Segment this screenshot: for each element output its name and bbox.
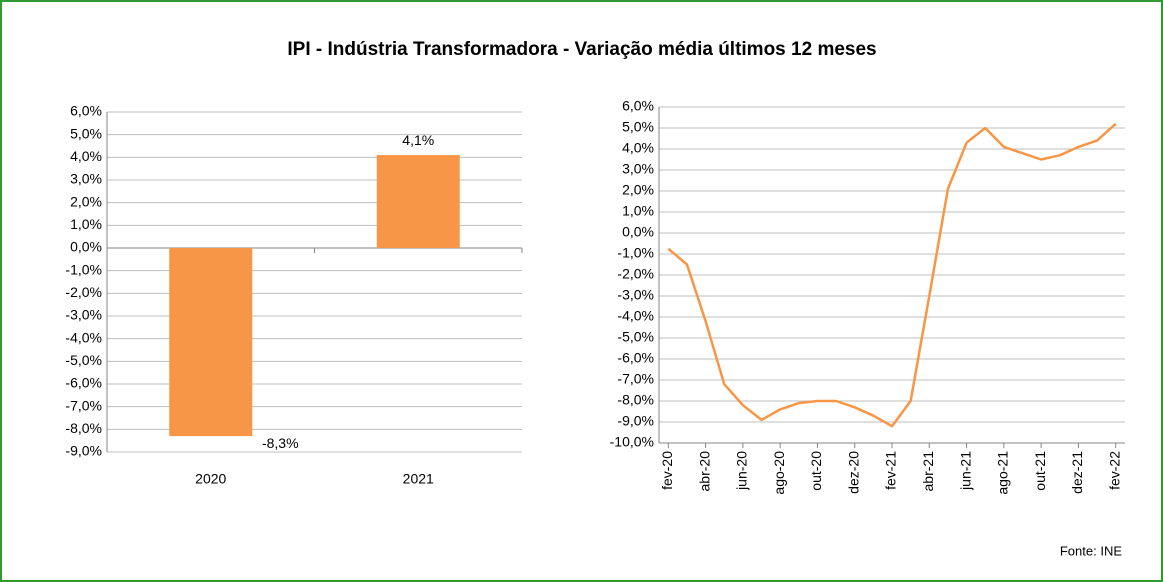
y-tick-label: -1,0%	[617, 245, 654, 261]
y-tick-label: -2,0%	[65, 284, 102, 300]
y-tick-label: -9,0%	[617, 413, 654, 429]
y-tick-label: 5,0%	[622, 119, 654, 135]
y-tick-label: 4,0%	[622, 140, 654, 156]
y-tick-label: -4,0%	[617, 308, 654, 324]
y-tick-label: 0,0%	[622, 224, 654, 240]
y-tick-label: -7,0%	[617, 371, 654, 387]
y-tick-label: 2,0%	[622, 182, 654, 198]
y-tick-label: 4,0%	[70, 148, 102, 164]
y-tick-label: -4,0%	[65, 329, 102, 345]
y-tick-label: -6,0%	[617, 350, 654, 366]
x-tick-label: fev-22	[1106, 451, 1122, 490]
bar	[169, 248, 253, 437]
y-tick-label: -5,0%	[65, 352, 102, 368]
y-tick-label: 3,0%	[622, 161, 654, 177]
x-tick-label: out-20	[808, 451, 824, 491]
y-tick-label: 1,0%	[70, 216, 102, 232]
y-tick-label: -10,0%	[610, 434, 654, 450]
x-tick-label: jun-20	[734, 451, 750, 491]
y-tick-label: 6,0%	[70, 103, 102, 119]
y-tick-label: -3,0%	[65, 307, 102, 323]
line	[667, 122, 1117, 428]
y-tick-label: -8,0%	[65, 420, 102, 436]
y-tick-label: -9,0%	[65, 443, 102, 459]
y-tick-label: -1,0%	[65, 261, 102, 277]
y-tick-label: -3,0%	[617, 287, 654, 303]
y-tick-label: -8,0%	[617, 392, 654, 408]
y-tick-label: 6,0%	[622, 98, 654, 114]
x-tick-label: 2020	[195, 471, 226, 487]
y-tick-label: -5,0%	[617, 329, 654, 345]
x-tick-label: 2021	[403, 471, 434, 487]
x-tick-label: jun-21	[957, 451, 973, 491]
x-tick-label: fev-21	[883, 451, 899, 490]
y-tick-label: 2,0%	[70, 193, 102, 209]
data-label: -8,3%	[262, 435, 299, 451]
x-tick-label: abr-21	[920, 451, 936, 492]
x-tick-label: dez-21	[1069, 451, 1085, 494]
x-tick-label: ago-20	[771, 451, 787, 495]
y-tick-label: -2,0%	[617, 266, 654, 282]
bar	[376, 155, 460, 248]
x-tick-label: fev-20	[659, 451, 675, 490]
y-tick-label: 5,0%	[70, 125, 102, 141]
x-tick-label: ago-21	[995, 451, 1011, 495]
y-tick-label: -7,0%	[65, 397, 102, 413]
source: Fonte: INE	[1060, 543, 1122, 558]
y-tick-label: 3,0%	[70, 171, 102, 187]
data-label: 4,1%	[402, 132, 434, 148]
chart-title: IPI - Indústria Transformadora - Variaçã…	[287, 39, 876, 60]
x-tick-label: abr-20	[696, 451, 712, 492]
x-tick-label: dez-20	[845, 451, 861, 494]
y-tick-label: 0,0%	[70, 239, 102, 255]
x-tick-label: out-21	[1032, 451, 1048, 491]
y-tick-label: 1,0%	[622, 203, 654, 219]
y-tick-label: -6,0%	[65, 375, 102, 391]
